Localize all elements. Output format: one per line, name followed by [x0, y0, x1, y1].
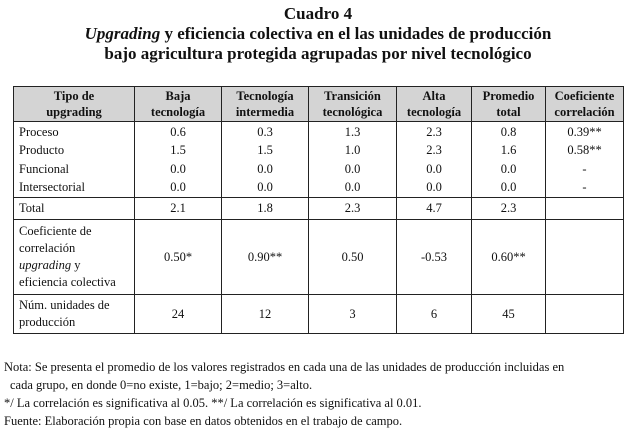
table-cell: 1.5: [221, 140, 309, 160]
table-row: Proceso 0.6 0.3 1.3 2.3 0.8 0.39**: [13, 121, 624, 141]
table-cell: 0.0: [308, 159, 397, 179]
table-cell: 0.0: [396, 178, 472, 198]
table-cell: 0.3: [221, 121, 309, 141]
table-cell: 45: [471, 294, 546, 334]
table-cell: 12: [221, 294, 309, 334]
row-label: Producto: [13, 140, 135, 160]
total-row: Total 2.1 1.8 2.3 4.7 2.3: [13, 197, 624, 220]
table-cell: 0.0: [471, 159, 546, 179]
table-cell: 2.3: [308, 197, 397, 220]
row-label: Intersectorial: [13, 178, 135, 198]
table-cell: 2.1: [134, 197, 222, 220]
column-header: Tecnología intermedia: [221, 86, 309, 122]
note-line: Nota: Se presenta el promedio de los val…: [4, 360, 565, 374]
table-cell: -: [545, 178, 624, 198]
table-cell: 0.0: [221, 159, 309, 179]
table-cell: 1.0: [308, 140, 397, 160]
table-title-line-1: Upgrading y eficiencia colectiva en el l…: [0, 24, 636, 44]
table-cell: 0.0: [308, 178, 397, 198]
source-note: Fuente: Elaboración propia con base en d…: [4, 414, 403, 428]
table-cell: 0.8: [471, 121, 546, 141]
table-cell: 0.60**: [471, 219, 546, 295]
table-cell: 2.3: [396, 121, 472, 141]
table-cell: 24: [134, 294, 222, 334]
header-row: Tipo de upgrading Baja tecnología Tecnología…: [13, 86, 624, 122]
column-header: Alta tecnología: [396, 86, 472, 122]
table-cell: 1.5: [134, 140, 222, 160]
table-cell: 1.8: [221, 197, 309, 220]
column-header: Transición tecnológica: [308, 86, 397, 122]
table-cell: 0.58**: [545, 140, 624, 160]
correlation-row: Coeficiente de correlación upgrading y e…: [13, 219, 624, 295]
table-cell: 3: [308, 294, 397, 334]
units-row: Núm. unidades de producción 24 12 3 6 45: [13, 294, 624, 334]
table-cell: [545, 219, 624, 295]
correlation-label: Coeficiente de correlación upgrading y e…: [13, 219, 135, 295]
table-cell: 0.39**: [545, 121, 624, 141]
row-label: Funcional: [13, 159, 135, 179]
table-row: Intersectorial 0.0 0.0 0.0 0.0 0.0-: [13, 178, 624, 198]
data-table: Tipo de upgrading Baja tecnología Tecnología…: [13, 86, 624, 334]
table-cell: 0.0: [396, 159, 472, 179]
column-header: Coeficiente correlación: [545, 86, 624, 122]
table-cell: -0.53: [396, 219, 472, 295]
significance-note: */ La correlación es significativa al 0.…: [4, 396, 422, 410]
units-label: Núm. unidades de producción: [13, 294, 135, 334]
table-cell: 0.6: [134, 121, 222, 141]
table-cell: 0.0: [134, 159, 222, 179]
table-cell: 0.0: [134, 178, 222, 198]
row-label: Total: [13, 197, 135, 220]
table-cell: 1.3: [308, 121, 397, 141]
table-row: Funcional 0.0 0.0 0.0 0.0 0.0-: [13, 159, 624, 179]
table-cell: 0.50: [308, 219, 397, 295]
column-header: Promedio total: [471, 86, 546, 122]
column-header: Tipo de upgrading: [13, 86, 135, 122]
title-text: y eficiencia colectiva en el las unidade…: [160, 24, 552, 43]
table-cell: 0.0: [471, 178, 546, 198]
table-notes: Nota: Se presenta el promedio de los val…: [4, 358, 636, 430]
table-cell: 4.7: [396, 197, 472, 220]
title-italic-term: Upgrading: [84, 24, 161, 43]
table-row: Producto 1.5 1.5 1.0 2.3 1.6 0.58**: [13, 140, 624, 160]
table-cell: 1.6: [471, 140, 546, 160]
table-cell: 2.3: [471, 197, 546, 220]
table-cell: 6: [396, 294, 472, 334]
table-title-line-2: bajo agricultura protegida agrupadas por…: [104, 44, 532, 63]
note-line: cada grupo, en donde 0=no existe, 1=bajo…: [10, 378, 313, 392]
table-cell: 0.50*: [134, 219, 222, 295]
table-cell: [545, 197, 624, 220]
row-label: Proceso: [13, 121, 135, 141]
column-header: Baja tecnología: [134, 86, 222, 122]
table-cell: 2.3: [396, 140, 472, 160]
table-cell: -: [545, 159, 624, 179]
table-cell: 0.0: [221, 178, 309, 198]
table-number: Cuadro 4: [283, 4, 353, 23]
table-cell: 0.90**: [221, 219, 309, 295]
table-cell: [545, 294, 624, 334]
